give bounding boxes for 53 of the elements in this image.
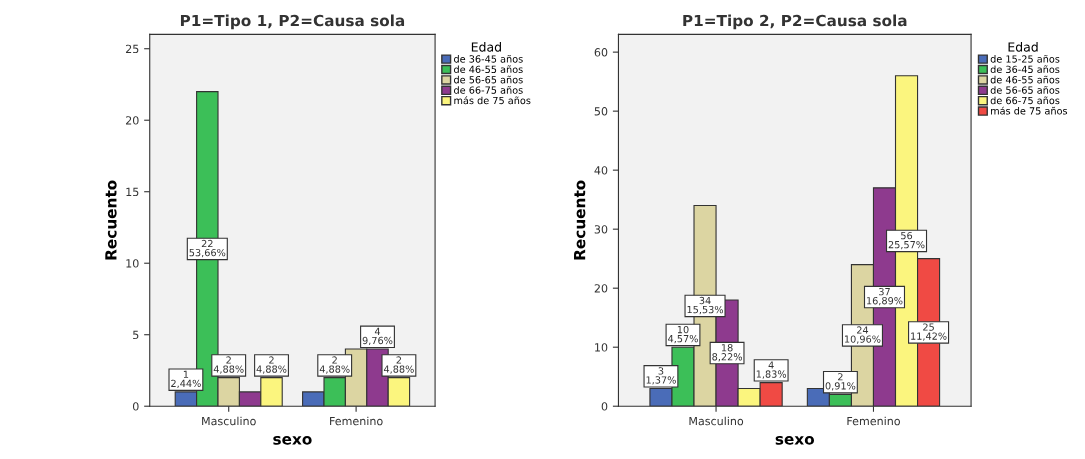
data-label: 25 11,42%	[911, 323, 947, 341]
legend-label: de 36-45 años	[990, 65, 1060, 74]
y-tick-label: 10	[595, 343, 608, 352]
legend-label: de 46-55 años	[454, 65, 523, 74]
data-label: 18 8,22%	[712, 344, 742, 362]
y-tick-label: 20	[125, 116, 139, 125]
chart-title: P1=Tipo 2, P2=Causa sola	[683, 14, 907, 30]
y-tick-label: 0	[601, 402, 608, 411]
x-tick-label: Masculino	[202, 416, 256, 426]
legend-label: de 46-55 años	[990, 75, 1060, 84]
x-tick-label: Femenino	[330, 416, 383, 426]
legend-label: de 66-75 años	[454, 86, 523, 94]
data-label: 2 4,88%	[383, 356, 414, 374]
y-axis-title: Recuento	[574, 180, 586, 260]
data-label: 2 0,91%	[825, 373, 856, 391]
legend-label: de 66-75 años	[990, 96, 1060, 105]
y-tick-label: 60	[594, 48, 608, 57]
legend-label: más de 75 años	[991, 106, 1068, 115]
legend-label: más de 75 años	[454, 96, 531, 105]
x-axis-title: sexo	[775, 435, 815, 445]
data-label: 1 2,44%	[171, 370, 201, 389]
legend-label: de 56-65 años	[990, 86, 1060, 94]
data-label: 4 1,83%	[756, 361, 787, 379]
data-label: 2 4,88%	[319, 356, 350, 374]
data-label: 56 25,57%	[888, 231, 925, 250]
x-axis-title: sexo	[273, 435, 312, 445]
data-label: 2 4,88%	[256, 356, 287, 374]
legend-label: de 15-25 años	[990, 54, 1060, 63]
data-label: 22 53,66%	[189, 239, 226, 258]
y-tick-label: 10	[126, 259, 139, 268]
y-axis-title: Recuento	[105, 180, 117, 260]
y-tick-label: 5	[133, 330, 139, 340]
legend-title: Edad	[471, 42, 501, 52]
data-label: 10 4,57%	[668, 325, 698, 344]
y-tick-label: 40	[594, 166, 608, 175]
y-tick-label: 30	[594, 225, 608, 234]
y-tick-label: 25	[125, 44, 139, 54]
x-tick-label: Masculino	[689, 416, 744, 426]
y-tick-label: 0	[132, 402, 139, 411]
legend-label: de 56-65 años	[454, 75, 523, 84]
data-label: 37 16,89%	[867, 287, 903, 306]
y-tick-label: 15	[126, 187, 139, 197]
data-label: 2 4,88%	[213, 356, 244, 374]
data-label: 3 1,37%	[646, 367, 676, 385]
y-tick-label: 20	[594, 284, 608, 293]
data-label: 34 15,53%	[687, 296, 724, 315]
y-tick-label: 50	[594, 107, 608, 116]
legend-title: Edad	[1008, 42, 1038, 52]
x-tick-label: Femenino	[847, 416, 900, 426]
legend-label: de 36-45 años	[454, 54, 523, 63]
data-label: 24 10,96%	[844, 326, 881, 344]
chart-title: P1=Tipo 1, P2=Causa sola	[180, 14, 405, 30]
data-label: 4 9,76%	[362, 327, 393, 346]
